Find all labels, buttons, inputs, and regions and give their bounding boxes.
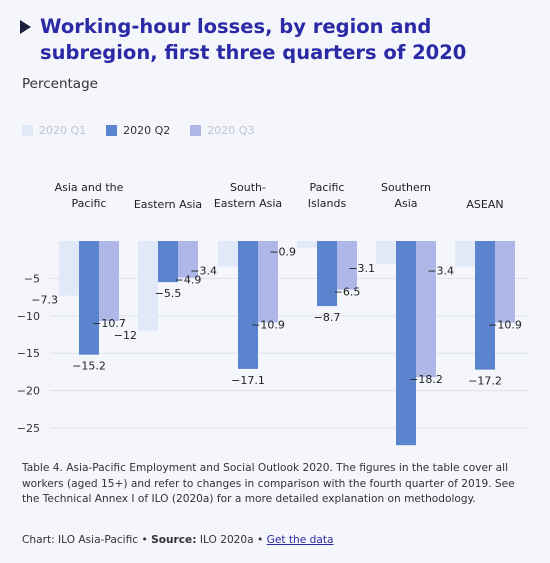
y-tick-label: −15	[17, 347, 40, 360]
value-label: −17.1	[231, 374, 265, 387]
bar-2020-q1	[138, 241, 158, 331]
legend-label-q2: 2020 Q2	[123, 124, 171, 137]
category-label: South-	[230, 181, 266, 194]
category-label: Eastern Asia	[214, 197, 282, 210]
bar-2020-q2	[238, 241, 258, 369]
chart-legend: 2020 Q1 2020 Q2 2020 Q3	[22, 124, 254, 137]
category-label: Eastern Asia	[134, 198, 202, 211]
bar-2020-q1	[297, 241, 317, 248]
value-label: −3.4	[427, 264, 454, 277]
legend-swatch-q1	[22, 125, 33, 136]
legend-item-q1[interactable]: 2020 Q1	[22, 124, 86, 137]
bar-2020-q2	[475, 241, 495, 370]
value-label: −10.7	[92, 317, 126, 330]
credit-prefix: Chart: ILO Asia-Pacific •	[22, 534, 152, 546]
category-label: Pacific	[72, 197, 107, 210]
bar-2020-q1	[455, 241, 475, 267]
category-label: ASEAN	[466, 198, 503, 211]
category-label: Asia	[394, 197, 417, 210]
get-data-link[interactable]: Get the data	[266, 534, 334, 546]
category-label: Southern	[381, 181, 431, 194]
value-label: −5.5	[155, 287, 182, 300]
value-label: −6.5	[334, 286, 361, 299]
bar-chart: −5 −10 −15 −20 −25 Asia and the Pacific −7.3 −15…	[17, 181, 528, 446]
legend-label-q3: 2020 Q3	[207, 124, 255, 137]
value-label: −3.4	[190, 264, 217, 277]
y-tick-label: −5	[24, 272, 40, 285]
legend-swatch-q3	[190, 125, 202, 136]
bar-2020-q2	[158, 241, 178, 283]
value-label: −10.9	[251, 319, 285, 332]
y-tick-label: −10	[17, 310, 40, 323]
title-arrow-icon	[20, 20, 31, 34]
category-label: Pacific	[310, 181, 345, 194]
value-label: −7.3	[31, 294, 58, 307]
value-label: −12	[114, 329, 137, 342]
legend-item-q3[interactable]: 2020 Q3	[190, 124, 254, 137]
value-label: −0.9	[269, 246, 296, 259]
chart-credit: Chart: ILO Asia-Pacific • Source: ILO 20…	[22, 534, 334, 546]
bar-2020-q1	[218, 241, 238, 267]
source-text: ILO 2020a •	[196, 534, 267, 546]
chart-title: Working-hour losses, by region and subre…	[40, 15, 467, 64]
bar-2020-q3	[99, 241, 119, 322]
value-label: −8.7	[314, 311, 341, 324]
bar-2020-q2	[79, 241, 99, 355]
bar-2020-q3	[495, 241, 515, 323]
legend-label-q1: 2020 Q1	[39, 124, 87, 137]
bar-2020-q3	[337, 241, 357, 290]
legend-item-q2[interactable]: 2020 Q2	[106, 124, 170, 137]
bar-2020-q3	[416, 241, 436, 378]
value-label: −10.9	[488, 319, 522, 332]
y-tick-label: −25	[17, 422, 40, 435]
value-label: −4.9	[175, 274, 202, 287]
value-label: −15.2	[72, 360, 106, 373]
bar-2020-q2	[396, 241, 416, 446]
bar-2020-q3	[258, 241, 278, 323]
chart-header: Working-hour losses, by region and subre…	[20, 14, 530, 66]
source-label: Source:	[151, 534, 197, 546]
value-label: −17.2	[468, 375, 502, 388]
bar-2020-q1	[59, 241, 79, 296]
y-tick-label: −20	[17, 385, 40, 398]
category-label: Asia and the	[55, 181, 124, 194]
legend-swatch-q2	[106, 125, 118, 136]
value-label: −18.2	[409, 373, 443, 386]
category-label: Islands	[308, 197, 347, 210]
bar-2020-q3	[178, 241, 198, 278]
chart-note: Table 4. Asia-Pacific Employment and Soc…	[22, 462, 515, 505]
bar-2020-q1	[376, 241, 396, 265]
bar-2020-q2	[317, 241, 337, 307]
value-label: −3.1	[348, 262, 375, 275]
chart-subtitle: Percentage	[22, 76, 98, 92]
